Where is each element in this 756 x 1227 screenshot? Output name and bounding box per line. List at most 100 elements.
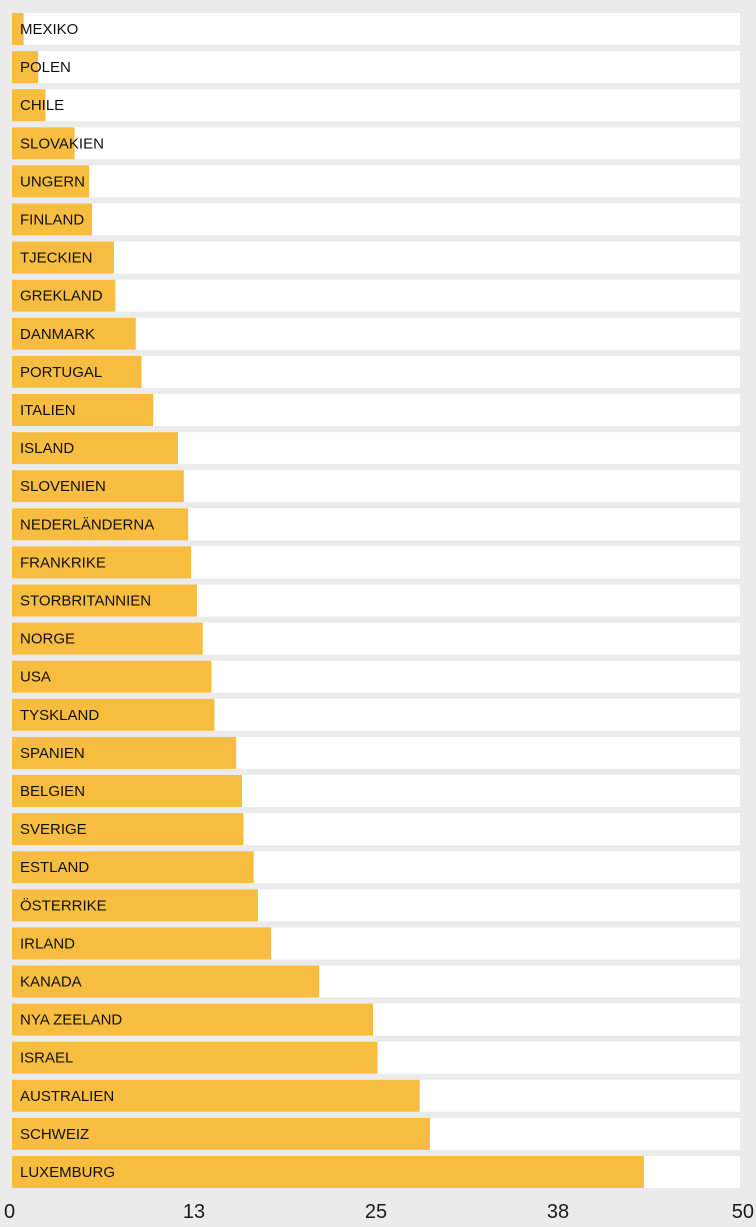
row-background — [12, 279, 740, 312]
bar — [12, 736, 237, 769]
bar — [12, 1041, 378, 1074]
bar-row: LUXEMBURG — [12, 1156, 740, 1188]
bar — [12, 889, 259, 922]
bar — [12, 432, 178, 465]
category-label: GREKLAND — [20, 288, 103, 305]
bar-row: CHILE — [12, 89, 740, 122]
category-label: BELGIEN — [20, 783, 85, 800]
category-label: SVERIGE — [20, 821, 87, 838]
bar-row: BELGIEN — [12, 775, 740, 807]
category-label: POLEN — [20, 59, 71, 76]
category-label: DANMARK — [20, 326, 95, 343]
bar — [12, 622, 203, 655]
bar — [12, 241, 114, 274]
row-background — [12, 127, 740, 160]
bar — [12, 1156, 644, 1188]
category-label: TJECKIEN — [20, 250, 93, 267]
bar — [12, 1003, 374, 1036]
category-label: IRLAND — [20, 935, 75, 952]
category-label: PORTUGAL — [20, 364, 102, 381]
category-label: NORGE — [20, 631, 75, 648]
bar — [12, 89, 46, 122]
category-label: ISRAEL — [20, 1050, 73, 1067]
bar — [12, 317, 136, 350]
bar-row: SVERIGE — [12, 813, 740, 846]
bar-row: TYSKLAND — [12, 698, 740, 731]
bar — [12, 546, 192, 579]
x-axis-ticks: 0 13 25 38 50 — [4, 1201, 754, 1223]
bar-row: STORBRITANNIEN — [12, 584, 740, 617]
category-label: ESTLAND — [20, 859, 89, 876]
bar-row: SLOVENIEN — [12, 470, 740, 503]
row-background — [12, 89, 740, 122]
category-label: KANADA — [20, 974, 82, 991]
category-label: NEDERLÄNDERNA — [20, 516, 154, 533]
category-label: FINLAND — [20, 212, 84, 229]
x-tick-label: 13 — [183, 1201, 205, 1223]
category-label: LUXEMBURG — [20, 1164, 115, 1181]
bar-row: KANADA — [12, 965, 740, 998]
row-background — [12, 203, 740, 236]
category-label: SLOVAKIEN — [20, 135, 104, 152]
bar-row: PORTUGAL — [12, 355, 740, 388]
bar — [12, 660, 212, 693]
bar-row: USA — [12, 660, 740, 693]
bar — [12, 508, 189, 541]
bar-row: FRANKRIKE — [12, 546, 740, 579]
bar-row: GREKLAND — [12, 279, 740, 312]
bar-row: MEXIKO — [12, 13, 740, 45]
bar — [12, 698, 215, 731]
bar-row: AUSTRALIEN — [12, 1079, 740, 1112]
bar — [12, 584, 197, 617]
bar-row: ESTLAND — [12, 851, 740, 884]
bar-row: ISRAEL — [12, 1041, 740, 1074]
bar — [12, 51, 39, 84]
category-label: TYSKLAND — [20, 707, 99, 724]
category-label: SLOVENIEN — [20, 478, 106, 495]
category-label: MEXIKO — [20, 21, 78, 38]
bar-row: FINLAND — [12, 203, 740, 236]
x-tick-label: 38 — [547, 1201, 569, 1223]
bar-row: SPANIEN — [12, 736, 740, 769]
bar — [12, 165, 90, 198]
bar — [12, 127, 75, 160]
bar — [12, 470, 184, 503]
bar-row: NORGE — [12, 622, 740, 655]
bar — [12, 775, 243, 807]
row-background — [12, 165, 740, 198]
bar — [12, 965, 320, 998]
category-label: ISLAND — [20, 440, 74, 457]
bar — [12, 1117, 430, 1150]
category-label: NYA ZEELAND — [20, 1012, 122, 1029]
category-label: AUSTRALIEN — [20, 1088, 114, 1105]
row-background — [12, 51, 740, 84]
bar-row: SLOVAKIEN — [12, 127, 740, 160]
category-label: ITALIEN — [20, 402, 76, 419]
category-label: USA — [20, 669, 51, 686]
bar-row: POLEN — [12, 51, 740, 84]
bar — [12, 813, 244, 846]
bar-row: NYA ZEELAND — [12, 1003, 740, 1036]
category-label: UNGERN — [20, 173, 85, 190]
rows-layer: MEXIKO POLEN CHILE SLOVAKIEN UNGERN FINLAND TJ… — [12, 13, 740, 1188]
bar — [12, 279, 116, 312]
bar-row: UNGERN — [12, 165, 740, 198]
x-tick-label: 50 — [732, 1201, 754, 1223]
category-label: FRANKRIKE — [20, 554, 106, 571]
bar — [12, 355, 142, 388]
x-tick-label: 25 — [365, 1201, 387, 1223]
category-label: SCHWEIZ — [20, 1126, 89, 1143]
bar-row: IRLAND — [12, 927, 740, 960]
category-label: CHILE — [20, 97, 64, 114]
bar — [12, 13, 24, 45]
bar-row: ITALIEN — [12, 394, 740, 426]
category-label: STORBRITANNIEN — [20, 593, 151, 610]
bar — [12, 1079, 420, 1112]
bar — [12, 203, 93, 236]
x-tick-label: 0 — [4, 1201, 15, 1223]
row-background — [12, 13, 740, 45]
row-background — [12, 241, 740, 274]
bar — [12, 394, 154, 426]
bar-row: TJECKIEN — [12, 241, 740, 274]
